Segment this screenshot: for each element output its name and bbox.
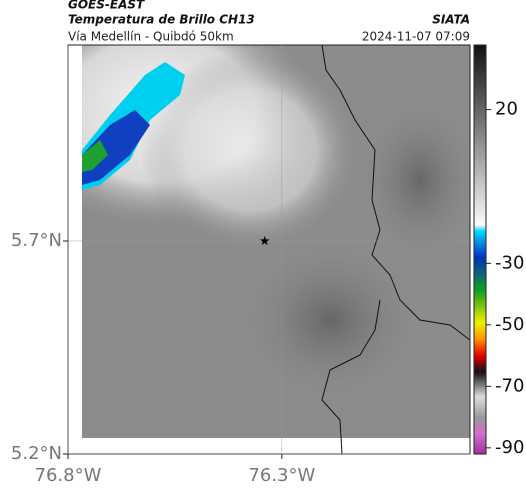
source: SIATA <box>432 13 470 27</box>
y-tick-label: 5.2°N <box>11 443 62 464</box>
colorbar-tick-label: -90 <box>495 437 524 458</box>
colorbar <box>473 44 487 455</box>
datetime: 2024-11-07 07:09 <box>362 30 470 44</box>
x-tick-label: 76.8°W <box>35 465 102 486</box>
y-tick-label: 5.7°N <box>11 230 62 251</box>
colorbar-tick-label: -50 <box>495 314 524 335</box>
satellite-image <box>82 44 471 455</box>
colorbar-tick-label: -30 <box>495 252 524 273</box>
region: Vía Medellín - Quibdó 50km <box>68 30 234 44</box>
title: GOES-EAST <box>68 0 145 12</box>
colorbar-tick-label: 20 <box>495 99 518 120</box>
colorbar-tick-label: -70 <box>495 375 524 396</box>
x-tick-label: 76.3°W <box>248 465 315 486</box>
station-marker <box>260 236 270 245</box>
subtitle: Temperatura de Brillo CH13 <box>68 13 255 27</box>
